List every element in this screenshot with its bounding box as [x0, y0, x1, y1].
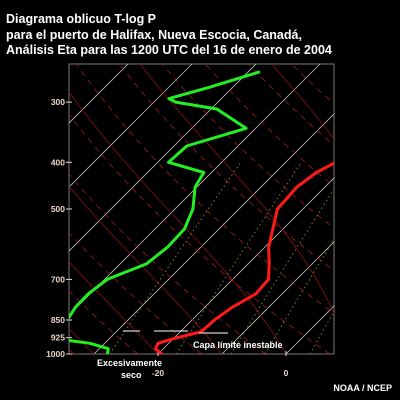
temperature-point-15 [315, 171, 318, 174]
dewpoint-point-19 [215, 107, 219, 111]
moist-adiabat-line [139, 64, 334, 315]
chart-title: Diagrama oblicuo T-log P para el puerto … [6, 12, 332, 59]
temperature-labels: -20 0 [152, 368, 289, 378]
dewpoint-point-7 [74, 306, 77, 309]
dry-adiabat-line [69, 113, 331, 354]
temperature-point-7 [230, 306, 234, 309]
pressure-label-1: 400 [51, 157, 65, 167]
dry-label-line-1: Excesivamente [97, 358, 162, 368]
mixing-ratio-line [353, 162, 400, 354]
unstable-layer-label: Capa límite inestable [193, 340, 283, 350]
dewpoint-trace [69, 70, 261, 354]
temperature-point-8 [254, 292, 258, 296]
dewpoint-point-20 [174, 100, 177, 104]
temperature-point-10 [267, 262, 271, 266]
temperature-point-9 [267, 278, 270, 281]
dewpoint-point-10 [145, 262, 148, 266]
temperature-point-14 [295, 185, 299, 189]
title-line-3: Análisis Eta para las 1200 UTC del 16 de… [6, 43, 332, 57]
temperature-point-5 [206, 324, 209, 328]
isotherm-line [69, 64, 129, 124]
dewpoint-point-0 [106, 352, 109, 354]
pressure-labels: 300 400 500 700 850 925 1000 [46, 97, 65, 359]
boundary-layer-markers [123, 330, 228, 334]
moist-adiabat-line [69, 91, 287, 354]
dewpoint-point-1 [107, 347, 110, 351]
pressure-label-6: 1000 [46, 349, 65, 359]
temperature-label-0: -20 [152, 368, 165, 378]
moist-adiabat-line [69, 185, 223, 354]
dewpoint-point-14 [193, 185, 197, 189]
dewpoint-point-4 [47, 331, 50, 334]
temperature-label-1: 0 [284, 368, 289, 378]
dewpoint-point-8 [87, 292, 90, 296]
isotherm-line [350, 64, 400, 354]
dry-adiabat-line [69, 173, 267, 354]
pressure-label-3: 700 [51, 274, 65, 284]
dewpoint-point-17 [185, 144, 189, 148]
temperature-point-6 [213, 318, 216, 322]
dewpoint-point-18 [244, 127, 248, 130]
sounding-traces [47, 70, 371, 354]
pressure-label-2: 500 [51, 204, 65, 214]
dry-adiabat-line [75, 64, 334, 314]
dewpoint-point-5 [57, 325, 60, 328]
isotherm-line [69, 64, 257, 252]
dry-adiabat-line [335, 64, 400, 354]
temperature-point-11 [267, 245, 271, 249]
isotherm-line [69, 64, 193, 188]
isotherm-line [221, 241, 334, 354]
dewpoint-point-22 [206, 86, 210, 89]
mixing-ratio-line [264, 238, 334, 354]
isotherm-line [157, 177, 334, 354]
dewpoint-point-9 [105, 278, 109, 281]
dewpoint-point-16 [167, 161, 170, 164]
temperature-point-0 [160, 352, 164, 354]
temperature-point-13 [276, 207, 279, 211]
temperature-point-2 [156, 342, 160, 345]
pressure-label-0: 300 [51, 97, 65, 107]
dewpoint-point-23 [257, 70, 261, 74]
dewpoint-point-2 [88, 342, 92, 345]
plot-frame [68, 63, 335, 355]
credit-label: NOAA / NCEP [333, 383, 392, 393]
mixing-ratio-line [393, 162, 400, 354]
temperature-trace [154, 161, 334, 354]
temperature-point-16 [334, 161, 337, 164]
temperature-point-17 [368, 145, 371, 148]
dry-label-line-2: seco [121, 370, 142, 380]
temperature-point-1 [154, 347, 157, 351]
dewpoint-point-12 [183, 227, 186, 231]
dewpoint-point-11 [166, 245, 169, 249]
title-line-2: para el puerto de Halifax, Nueva Escocia… [6, 27, 302, 42]
dewpoint-point-3 [47, 336, 50, 339]
dry-adiabat-line [69, 232, 203, 354]
pressure-label-4: 850 [51, 315, 65, 325]
dewpoint-point-21 [167, 97, 171, 100]
dewpoint-point-15 [202, 171, 206, 174]
pressure-label-5: 925 [51, 333, 65, 343]
temperature-point-3 [175, 336, 179, 340]
isotherm-line [93, 113, 334, 354]
background-lines [69, 64, 400, 354]
title-line-1: Diagrama oblicuo T-log P [6, 12, 157, 26]
dewpoint-point-13 [191, 207, 195, 211]
dry-adiabat-line [119, 64, 334, 271]
temperature-point-12 [271, 227, 275, 231]
dry-adiabat-line [378, 64, 400, 354]
moist-adiabat-line [69, 261, 159, 354]
